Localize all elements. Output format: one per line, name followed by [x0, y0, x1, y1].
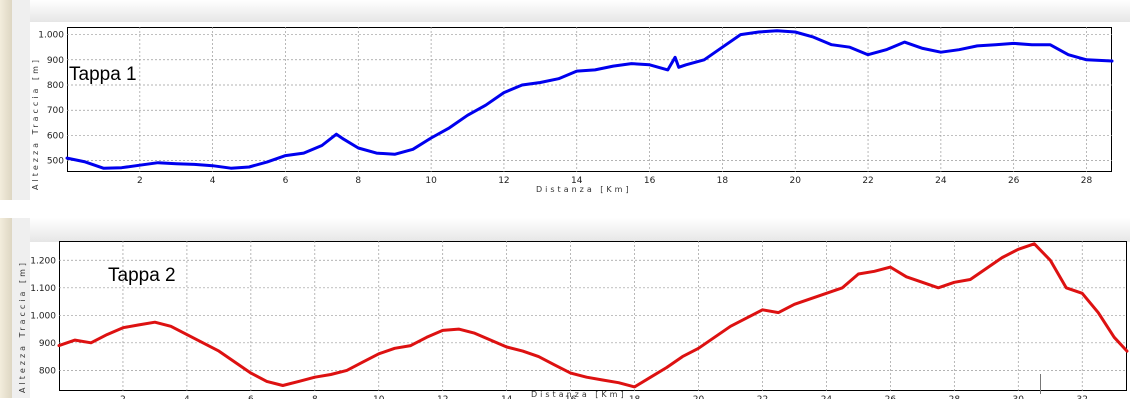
x-tick-label: 10 [373, 395, 385, 399]
x-tick-label: 14 [571, 176, 583, 186]
x-axis-label: Distanza [Km] [531, 390, 627, 399]
x-tick-label: 18 [629, 395, 641, 399]
y-tick-label: 1.200 [30, 256, 56, 266]
elevation-chart-tappa-2: 24681012141618202224262830328009001.0001… [30, 241, 1129, 399]
elevation-chart-tappa-1: 2 4 6 8 10 12 14 16 18 20 22 24 26 285006007008009001… [38, 27, 1114, 186]
x-tick-label: 20 [693, 395, 705, 399]
chart-panel-tappa-2: 24681012141618202224262830328009001.0001… [0, 218, 1130, 399]
x-tick-label: 2 [137, 176, 143, 186]
panel-separator [0, 200, 1130, 218]
y-tick-label: 600 [47, 131, 64, 141]
y-tick-label: 800 [47, 81, 64, 91]
x-tick-label: 30 [1013, 395, 1025, 399]
x-axis-label: Distanza [Km] [536, 185, 632, 194]
x-tick-label: 20 [789, 176, 801, 186]
chart-panel-tappa-1: 2 4 6 8 10 12 14 16 18 20 22 24 26 28 500 600 700 800 900 1… [0, 0, 1130, 200]
chart-title: Tappa 2 [108, 265, 176, 286]
panel-header-bar [0, 218, 1130, 242]
y-tick-label: 900 [47, 56, 64, 66]
y-tick-label: 1.100 [30, 284, 56, 294]
x-tick-label: 18 [717, 176, 729, 186]
chart-title: Tappa 1 [69, 64, 137, 85]
y-tick-label: 700 [47, 106, 64, 116]
x-tick-label: 22 [862, 176, 873, 186]
axis-label-strip [12, 218, 30, 398]
y-tick-label: 1.000 [38, 31, 64, 41]
x-tick-label: 22 [757, 395, 768, 399]
elevation-line [65, 29, 1114, 170]
x-tick-label: 12 [437, 395, 448, 399]
y-axis-label: Altezza Traccia [m] [18, 260, 27, 393]
x-tick-label: 8 [355, 176, 361, 186]
x-tick-label: 16 [644, 176, 656, 186]
position-cursor [1040, 374, 1041, 394]
x-tick-label: 26 [885, 395, 897, 399]
panel-header-bar [0, 0, 1130, 22]
x-tick-label: 8 [312, 395, 318, 399]
x-tick-label: 2 [120, 395, 126, 399]
y-tick-label: 800 [39, 366, 56, 376]
x-tick-label: 6 [283, 176, 289, 186]
axis-label-strip [12, 0, 30, 200]
y-axis-label: Altezza Traccia [m] [31, 57, 40, 190]
y-tick-label: 900 [39, 339, 56, 349]
x-tick-label: 24 [821, 395, 833, 399]
x-tick-label: 28 [1081, 176, 1093, 186]
x-tick-label: 28 [949, 395, 961, 399]
plot-area-tappa-2 [59, 241, 1127, 391]
y-tick-label: 1.000 [30, 311, 56, 321]
x-tick-label: 4 [210, 176, 216, 186]
x-tick-label: 16 [565, 395, 577, 399]
x-tick-label: 6 [248, 395, 254, 399]
y-tick-label: 500 [47, 157, 64, 167]
x-tick-label: 12 [498, 176, 509, 186]
x-tick-label: 14 [501, 395, 513, 399]
x-tick-label: 4 [184, 395, 190, 399]
elevation-line [57, 242, 1129, 389]
x-tick-label: 10 [425, 176, 437, 186]
x-tick-label: 24 [935, 176, 947, 186]
x-tick-label: 26 [1008, 176, 1020, 186]
x-tick-label: 32 [1077, 395, 1088, 399]
